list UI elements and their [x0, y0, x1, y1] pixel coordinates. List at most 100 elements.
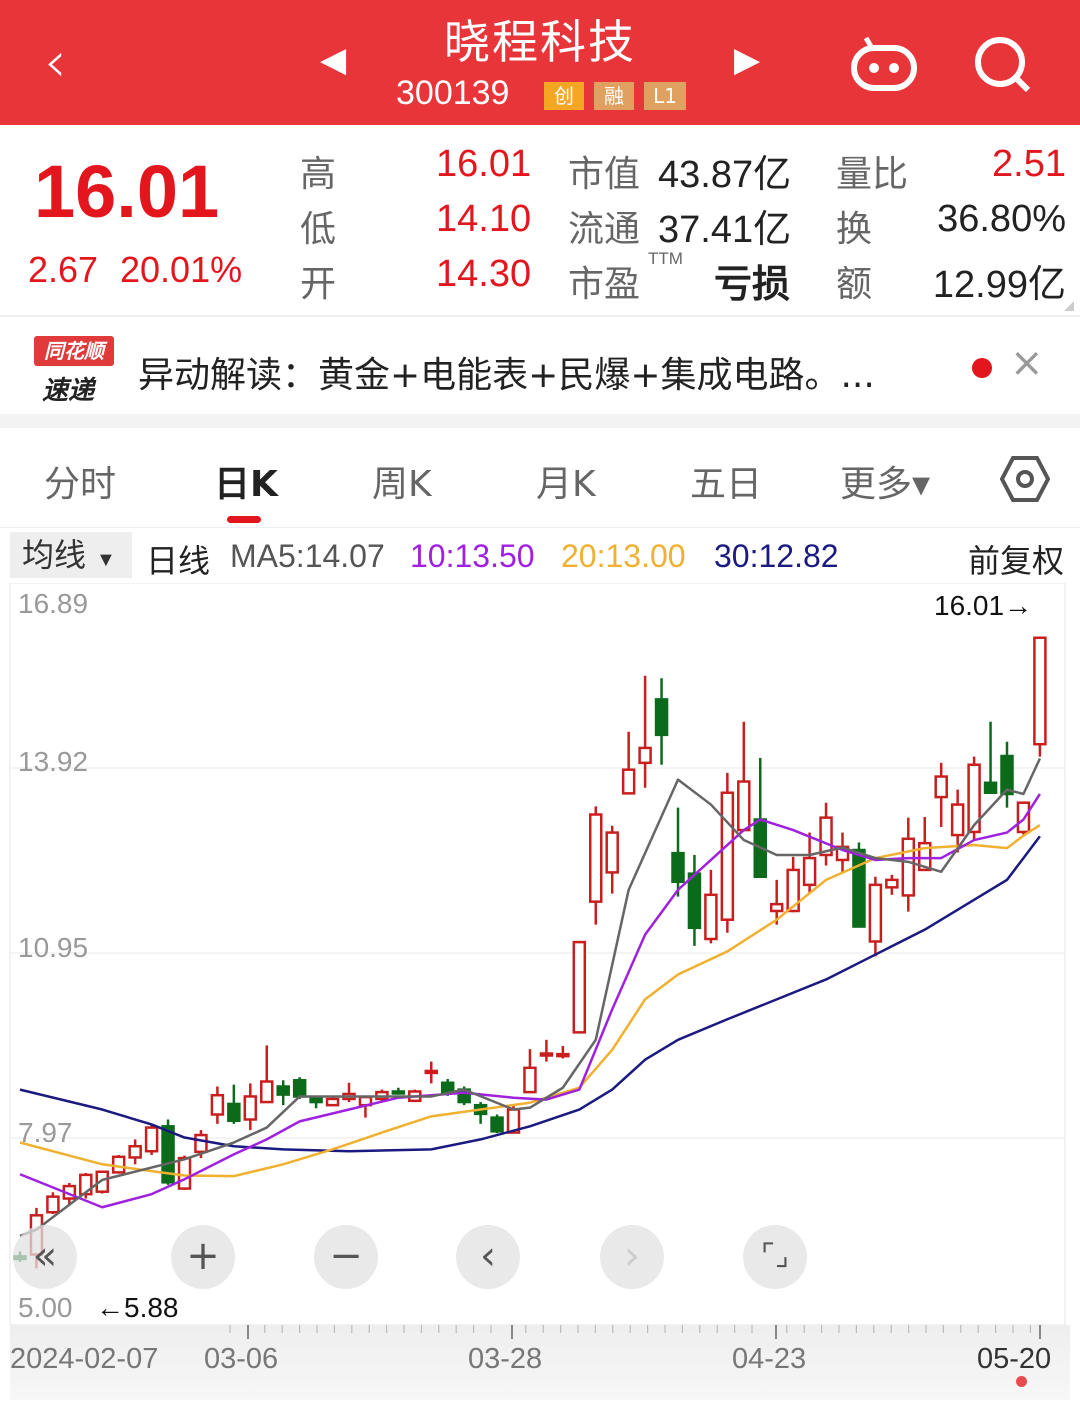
current-position-dot	[1016, 1376, 1027, 1387]
period-tabs: 分时 日K 周K 月K 五日 更多▾	[0, 428, 1080, 528]
ma10-line	[19, 793, 1041, 1209]
turnover-label: 换	[836, 208, 873, 249]
x-axis-ticks	[229, 1325, 1041, 1339]
candle-up	[621, 768, 636, 795]
news-banner[interactable]: 同花顺 速递 异动解读：黄金+电能表+民爆+集成电路。... ×	[0, 318, 1080, 414]
candle-up	[194, 1133, 208, 1154]
back-icon[interactable]: ‹	[44, 30, 67, 95]
prev-stock-icon[interactable]: ◀	[320, 40, 347, 80]
candle-up	[111, 1155, 126, 1174]
scroll-to-start-button[interactable]: «	[13, 1225, 77, 1289]
candle-up	[638, 746, 652, 765]
float-cap-label: 流通	[568, 208, 641, 249]
max-price-label: 16.01→	[934, 590, 1033, 621]
ma-legend-bar: 均线 ▼ 日线 MA5:14.07 10:13.50 20:13.00 30:12…	[0, 528, 1080, 583]
scroll-left-button[interactable]: ‹	[456, 1225, 520, 1289]
candle-up	[704, 893, 718, 941]
candle-up	[539, 1052, 554, 1057]
settings-hexagon-icon[interactable]	[1000, 454, 1050, 504]
tab-intraday[interactable]: 分时	[44, 464, 117, 505]
volume-ratio-value: 2.51	[992, 143, 1066, 185]
ma20-line	[19, 824, 1041, 1178]
tab-five-day[interactable]: 五日	[690, 464, 763, 505]
float-cap-value: 37.41亿	[658, 209, 792, 251]
banner-text[interactable]: 异动解读：黄金+电能表+民爆+集成电路。...	[138, 355, 875, 396]
candle-up	[819, 816, 833, 857]
ma20-value: 20:13.00	[561, 538, 686, 574]
low-label: 低	[300, 208, 337, 249]
badge-l1: L1	[644, 82, 686, 110]
candle-up	[1033, 636, 1047, 746]
candle-up	[918, 841, 932, 872]
stock-code: 300139	[396, 74, 510, 112]
candle-up	[967, 763, 981, 834]
indicator-selector-label: 均线	[22, 537, 87, 573]
candle-up	[46, 1195, 60, 1214]
candle-up	[737, 780, 751, 832]
candle-up	[128, 1144, 142, 1159]
min-price-label: ←5.88	[96, 1292, 179, 1323]
expand-corner-icon[interactable]	[1064, 301, 1074, 311]
ttm-superscript: TTM	[648, 249, 683, 268]
volume-ratio-label: 量比	[836, 153, 909, 194]
zoom-out-button[interactable]: −	[314, 1225, 378, 1289]
candle-up	[572, 940, 587, 1034]
badge-rong: 融	[594, 82, 634, 110]
candle-up	[868, 883, 883, 943]
candle-up	[177, 1156, 192, 1190]
market-cap-value: 43.87亿	[658, 154, 792, 196]
last-price: 16.01	[34, 150, 220, 233]
fullscreen-button[interactable]: ⌜⌟	[743, 1225, 807, 1289]
x-tick-label: 04-23	[732, 1343, 807, 1375]
ths-logo: 同花顺	[34, 336, 114, 366]
dropdown-icon: ▼	[96, 549, 116, 571]
stock-name: 晓程科技	[444, 15, 636, 69]
amount-value: 12.99亿	[932, 264, 1066, 306]
low-value: 14.10	[436, 198, 532, 240]
candlestick-chart[interactable]	[0, 583, 1080, 1325]
open-value: 14.30	[436, 253, 532, 295]
robot-assistant-icon[interactable]	[850, 34, 918, 94]
tab-daily-k[interactable]: 日K	[214, 464, 278, 505]
amount-label: 额	[836, 263, 873, 304]
close-banner-icon[interactable]: ×	[1010, 340, 1044, 386]
candle-up	[243, 1095, 258, 1121]
candle-down	[654, 698, 669, 737]
tab-more[interactable]: 更多▾	[840, 464, 931, 505]
x-tick-label: 03-28	[468, 1343, 543, 1375]
candle-up	[523, 1066, 537, 1094]
badge-chuang: 创	[544, 82, 584, 110]
candle-up	[95, 1170, 109, 1193]
price-adjust-toggle[interactable]: 前复权	[968, 543, 1065, 579]
candle-up	[720, 791, 735, 921]
candle-up	[885, 878, 899, 889]
candle-down	[687, 872, 702, 930]
high-value: 16.01	[436, 143, 532, 185]
tab-weekly-k[interactable]: 周K	[372, 464, 432, 505]
candle-up	[260, 1080, 274, 1104]
candle-up	[144, 1126, 159, 1153]
zoom-in-button[interactable]: +	[171, 1225, 235, 1289]
tab-monthly-k[interactable]: 月K	[536, 464, 596, 505]
y-tick-label: 16.89	[18, 588, 89, 619]
candle-up	[325, 1097, 340, 1107]
search-icon[interactable]	[972, 34, 1034, 96]
candle-up	[605, 831, 619, 874]
scroll-right-button[interactable]: ›	[600, 1225, 664, 1289]
candle-down	[161, 1125, 175, 1184]
candle-up	[802, 856, 817, 887]
next-stock-icon[interactable]: ▶	[734, 40, 761, 80]
ma5-line	[19, 757, 1042, 1238]
price-change-pct: 20.01%	[120, 249, 243, 290]
app-header: ‹ ◀ 晓程科技 300139 创 融 L1 ▶	[0, 0, 1080, 125]
y-tick-label: 10.95	[18, 932, 89, 963]
ma30-line	[19, 835, 1041, 1153]
candle-down	[671, 851, 685, 883]
y-tick-label: 7.97	[18, 1117, 73, 1148]
candle-down	[391, 1090, 406, 1095]
x-axis	[10, 1325, 1070, 1400]
y-tick-label: 5.00	[18, 1292, 73, 1323]
x-tick-label: 03-06	[204, 1343, 279, 1375]
divider	[0, 414, 1080, 428]
indicator-selector[interactable]: 均线 ▼	[10, 532, 132, 578]
